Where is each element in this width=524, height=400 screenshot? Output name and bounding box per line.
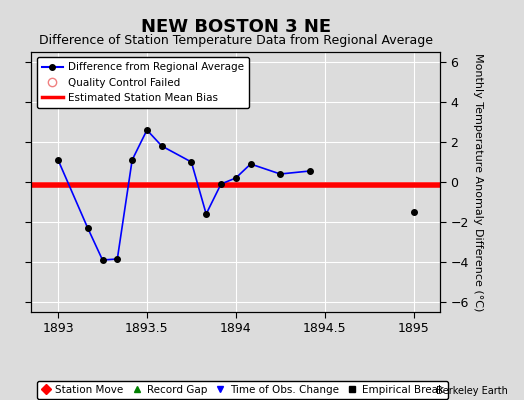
Legend: Station Move, Record Gap, Time of Obs. Change, Empirical Break: Station Move, Record Gap, Time of Obs. C… xyxy=(37,381,448,399)
Text: NEW BOSTON 3 NE: NEW BOSTON 3 NE xyxy=(141,18,331,36)
Y-axis label: Monthly Temperature Anomaly Difference (°C): Monthly Temperature Anomaly Difference (… xyxy=(473,53,483,311)
Text: Difference of Station Temperature Data from Regional Average: Difference of Station Temperature Data f… xyxy=(39,34,433,47)
Text: Berkeley Earth: Berkeley Earth xyxy=(436,386,508,396)
